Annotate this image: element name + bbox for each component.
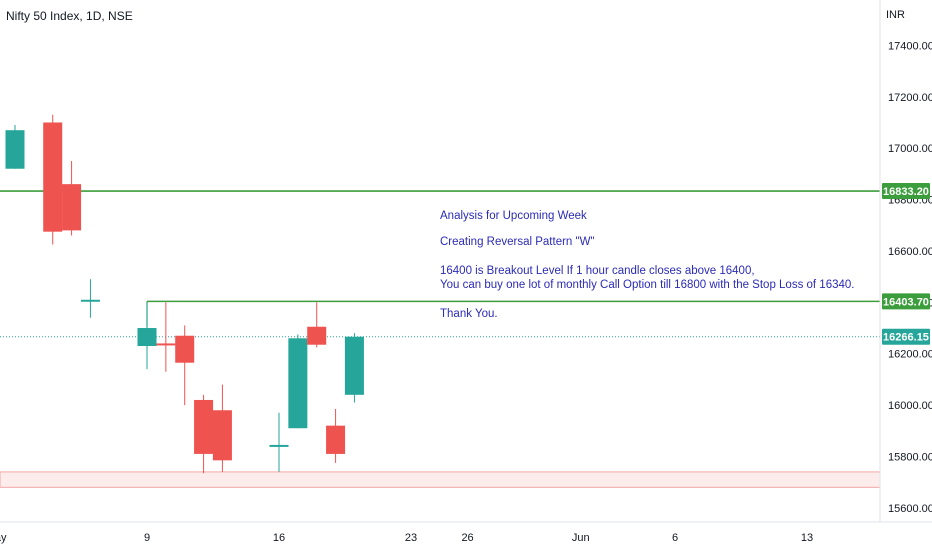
candle-body[interactable] xyxy=(156,343,176,346)
candle-body[interactable] xyxy=(175,335,195,363)
candle-body[interactable] xyxy=(62,184,82,231)
candle-body[interactable] xyxy=(307,326,327,345)
candle-body[interactable] xyxy=(269,444,289,447)
candle-body[interactable] xyxy=(194,399,214,454)
price-tag xyxy=(882,183,930,200)
y-tick-label: 17400.00 xyxy=(888,40,932,52)
annotation-line[interactable]: You can buy one lot of monthly Call Opti… xyxy=(440,279,854,291)
y-tick-label: 17000.00 xyxy=(888,143,932,155)
y-tick-label: 16200.00 xyxy=(888,349,932,361)
x-tick-label: 16 xyxy=(273,532,285,544)
candle-body[interactable] xyxy=(43,122,63,232)
x-tick-label: 6 xyxy=(672,532,678,544)
annotation-line[interactable]: Thank You. xyxy=(440,308,498,320)
x-tick-label: May xyxy=(0,532,7,544)
x-tick-label: 13 xyxy=(801,532,813,544)
y-tick-label: 16600.00 xyxy=(888,246,932,258)
price-tag-label: 16833.20 xyxy=(883,186,929,198)
y-tick-label: 15800.00 xyxy=(888,451,932,463)
candle-body[interactable] xyxy=(344,336,364,395)
candle-body[interactable] xyxy=(326,425,346,454)
price-tag-label: 16403.70 xyxy=(883,296,929,308)
candle-body[interactable] xyxy=(80,299,100,302)
x-tick-label: 9 xyxy=(144,532,150,544)
y-tick-label: 17200.00 xyxy=(888,92,932,104)
y-tick-label: 15600.00 xyxy=(888,503,932,515)
price-tag-label: 16266.15 xyxy=(883,332,929,344)
annotation-line[interactable]: Analysis for Upcoming Week xyxy=(440,210,587,222)
y-tick-label: 16000.00 xyxy=(888,400,932,412)
support-zone[interactable] xyxy=(0,471,881,488)
annotation-line[interactable]: Creating Reversal Pattern "W" xyxy=(440,236,595,248)
x-tick-label: 23 xyxy=(405,532,417,544)
candle-body[interactable] xyxy=(5,130,25,169)
price-tag xyxy=(882,328,930,345)
price-tag xyxy=(882,293,930,310)
currency-label: INR xyxy=(886,9,905,21)
annotation-line[interactable]: 16400 is Breakout Level If 1 hour candle… xyxy=(440,265,755,277)
x-tick-label: 26 xyxy=(461,532,473,544)
candle-body[interactable] xyxy=(212,410,232,461)
chart-title: Nifty 50 Index, 1D, NSE xyxy=(6,9,133,23)
x-tick-label: Jun xyxy=(572,532,590,544)
candle-body[interactable] xyxy=(288,338,308,429)
candle-body[interactable] xyxy=(137,328,157,347)
